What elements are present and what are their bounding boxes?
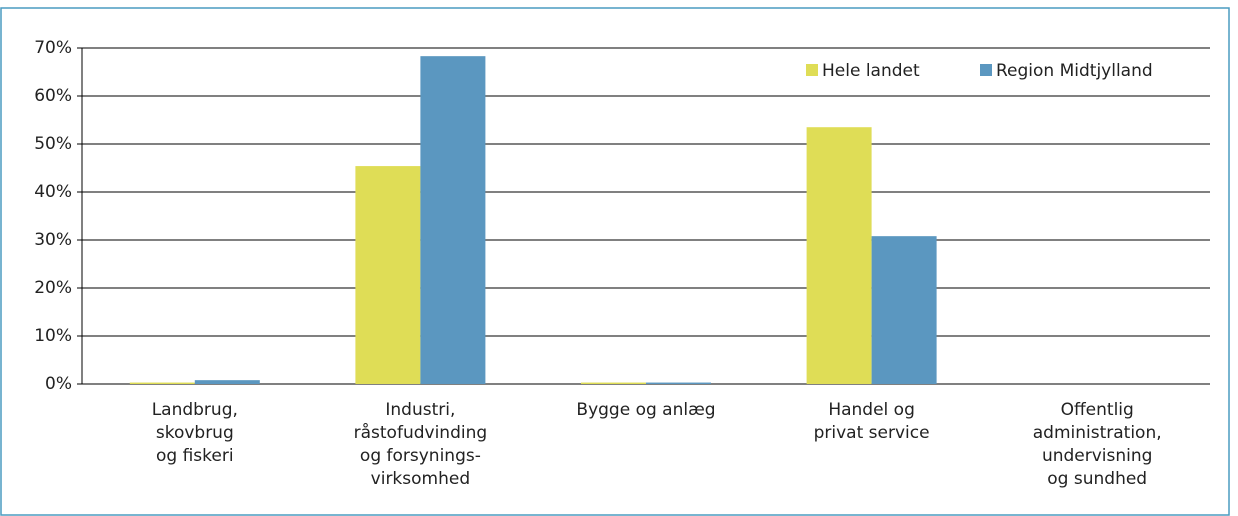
x-tick-label: Handel og (828, 400, 915, 420)
x-tick-label: Offentlig (1061, 400, 1134, 420)
bar (129, 382, 195, 384)
legend-label: Hele landet (822, 61, 920, 81)
x-tick-label: og sundhed (1047, 469, 1147, 489)
frame (0, 7, 1230, 516)
x-tick-label: undervisning (1042, 446, 1153, 466)
bar (420, 56, 486, 384)
legend-swatch (806, 64, 818, 76)
bar (646, 382, 711, 384)
y-tick-label: 20% (34, 278, 72, 298)
bar (194, 380, 260, 384)
y-tick-label: 60% (34, 86, 72, 106)
y-tick-label: 50% (34, 134, 72, 154)
y-tick-label: 40% (34, 182, 72, 202)
legend-swatch (980, 64, 992, 76)
x-tick-label: råstofudvinding (354, 422, 488, 443)
x-tick-label: Landbrug, (152, 400, 238, 420)
y-tick-label: 10% (34, 326, 72, 346)
y-tick-label: 70% (34, 38, 72, 58)
y-tick-label: 30% (34, 230, 72, 250)
bar (871, 236, 937, 384)
x-tick-label: virksomhed (371, 469, 470, 489)
x-tick-label: skovbrug (156, 423, 234, 443)
legend-label: Region Midtjylland (996, 61, 1153, 81)
x-tick-label: administration, (1033, 423, 1162, 443)
x-tick-label: og forsynings- (360, 446, 481, 466)
bar (581, 382, 646, 384)
x-tick-label: Bygge og anlæg (576, 400, 715, 420)
x-tick-label: Industri, (385, 400, 455, 420)
y-tick-label: 0% (45, 374, 72, 394)
x-tick-label: privat service (814, 423, 930, 443)
bar (355, 166, 421, 384)
x-tick-label: og fiskeri (156, 446, 234, 466)
bar (806, 127, 872, 384)
